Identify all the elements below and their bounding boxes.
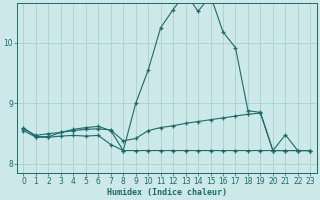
- X-axis label: Humidex (Indice chaleur): Humidex (Indice chaleur): [107, 188, 227, 197]
